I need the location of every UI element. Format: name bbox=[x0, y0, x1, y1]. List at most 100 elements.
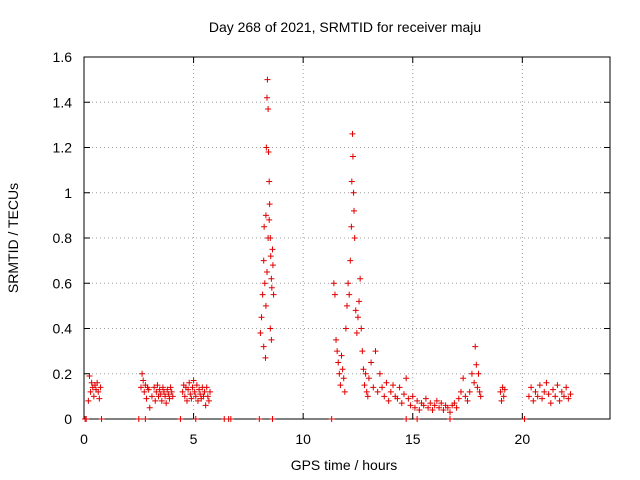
y-tick-label: 1.4 bbox=[53, 94, 73, 110]
data-point bbox=[422, 395, 429, 402]
data-point bbox=[203, 384, 210, 391]
data-point bbox=[258, 314, 265, 321]
data-point bbox=[468, 370, 475, 377]
data-point bbox=[351, 207, 358, 214]
data-point bbox=[411, 404, 418, 411]
data-point bbox=[558, 388, 565, 395]
data-point bbox=[383, 379, 390, 386]
data-point bbox=[205, 397, 212, 404]
data-point bbox=[197, 391, 204, 398]
data-point bbox=[207, 388, 214, 395]
data-point bbox=[87, 388, 94, 395]
data-point bbox=[405, 395, 412, 402]
data-point bbox=[265, 235, 272, 241]
data-point bbox=[157, 391, 164, 398]
data-point bbox=[534, 393, 541, 400]
data-point bbox=[403, 375, 410, 382]
data-point bbox=[194, 397, 201, 404]
data-point bbox=[556, 397, 563, 404]
data-point bbox=[190, 377, 197, 384]
data-point bbox=[376, 370, 383, 377]
data-point bbox=[338, 352, 345, 359]
data-point bbox=[151, 384, 158, 391]
data-point bbox=[268, 284, 275, 291]
data-point bbox=[539, 395, 546, 402]
data-point bbox=[330, 280, 337, 287]
data-point bbox=[433, 397, 440, 404]
data-point bbox=[137, 384, 144, 391]
data-point bbox=[344, 302, 350, 309]
data-point bbox=[94, 379, 101, 386]
data-point bbox=[352, 307, 359, 314]
data-point bbox=[142, 416, 149, 422]
data-point bbox=[262, 302, 269, 309]
data-point bbox=[264, 268, 271, 275]
data-point bbox=[148, 393, 155, 400]
data-point bbox=[139, 370, 146, 377]
data-point bbox=[192, 416, 199, 422]
chart-title: Day 268 of 2021, SRMTID for receiver maj… bbox=[209, 19, 481, 35]
data-point bbox=[351, 235, 358, 241]
data-point bbox=[464, 397, 471, 404]
data-point bbox=[339, 366, 346, 373]
plot-frame bbox=[83, 56, 611, 420]
data-point bbox=[257, 330, 264, 337]
data-point bbox=[184, 397, 191, 404]
data-point bbox=[372, 348, 379, 355]
data-point bbox=[552, 393, 559, 400]
data-point bbox=[425, 404, 432, 411]
y-axis-ticks: 0 0.2 0.4 0.6 0.8 1 1.2 1.4 1.6 bbox=[53, 49, 610, 427]
data-point bbox=[560, 393, 567, 400]
data-point bbox=[266, 178, 273, 185]
data-point bbox=[360, 366, 367, 373]
data-point bbox=[565, 395, 572, 402]
data-point bbox=[498, 397, 505, 404]
x-tick-label: 15 bbox=[405, 431, 421, 447]
data-point bbox=[358, 325, 365, 332]
data-point bbox=[536, 382, 543, 389]
data-point bbox=[227, 416, 234, 422]
data-point bbox=[471, 379, 478, 386]
data-point bbox=[265, 149, 272, 156]
data-point bbox=[270, 291, 277, 298]
data-point bbox=[453, 404, 460, 411]
data-point bbox=[97, 384, 104, 391]
data-point bbox=[88, 379, 95, 386]
data-point bbox=[342, 325, 349, 332]
data-point bbox=[497, 388, 504, 395]
data-point bbox=[414, 416, 421, 422]
data-point bbox=[394, 395, 401, 402]
data-point bbox=[264, 94, 271, 101]
data-point bbox=[158, 397, 165, 404]
data-point bbox=[166, 395, 173, 402]
data-point bbox=[455, 395, 462, 402]
data-point bbox=[154, 382, 161, 389]
data-point bbox=[135, 416, 142, 422]
data-point bbox=[256, 416, 263, 422]
y-tick-label: 0.8 bbox=[53, 230, 73, 246]
data-point bbox=[346, 291, 353, 298]
data-point bbox=[153, 388, 160, 395]
data-point bbox=[152, 397, 159, 404]
data-point bbox=[268, 275, 275, 282]
data-point bbox=[414, 397, 421, 404]
data-point bbox=[462, 393, 469, 400]
data-point bbox=[530, 397, 537, 404]
data-point bbox=[202, 402, 209, 409]
data-point bbox=[162, 393, 169, 400]
data-point bbox=[334, 348, 341, 355]
data-point bbox=[521, 416, 528, 422]
x-tick-label: 20 bbox=[515, 431, 531, 447]
data-point bbox=[390, 382, 397, 389]
data-point bbox=[265, 106, 272, 113]
data-point bbox=[361, 382, 368, 389]
data-point bbox=[169, 393, 176, 400]
data-point bbox=[191, 388, 198, 395]
data-point bbox=[181, 393, 188, 400]
data-point bbox=[331, 291, 338, 298]
data-point bbox=[385, 397, 392, 404]
data-point bbox=[409, 393, 416, 400]
data-point bbox=[500, 393, 507, 400]
data-point bbox=[204, 393, 211, 400]
y-tick-label: 1.6 bbox=[53, 49, 73, 65]
